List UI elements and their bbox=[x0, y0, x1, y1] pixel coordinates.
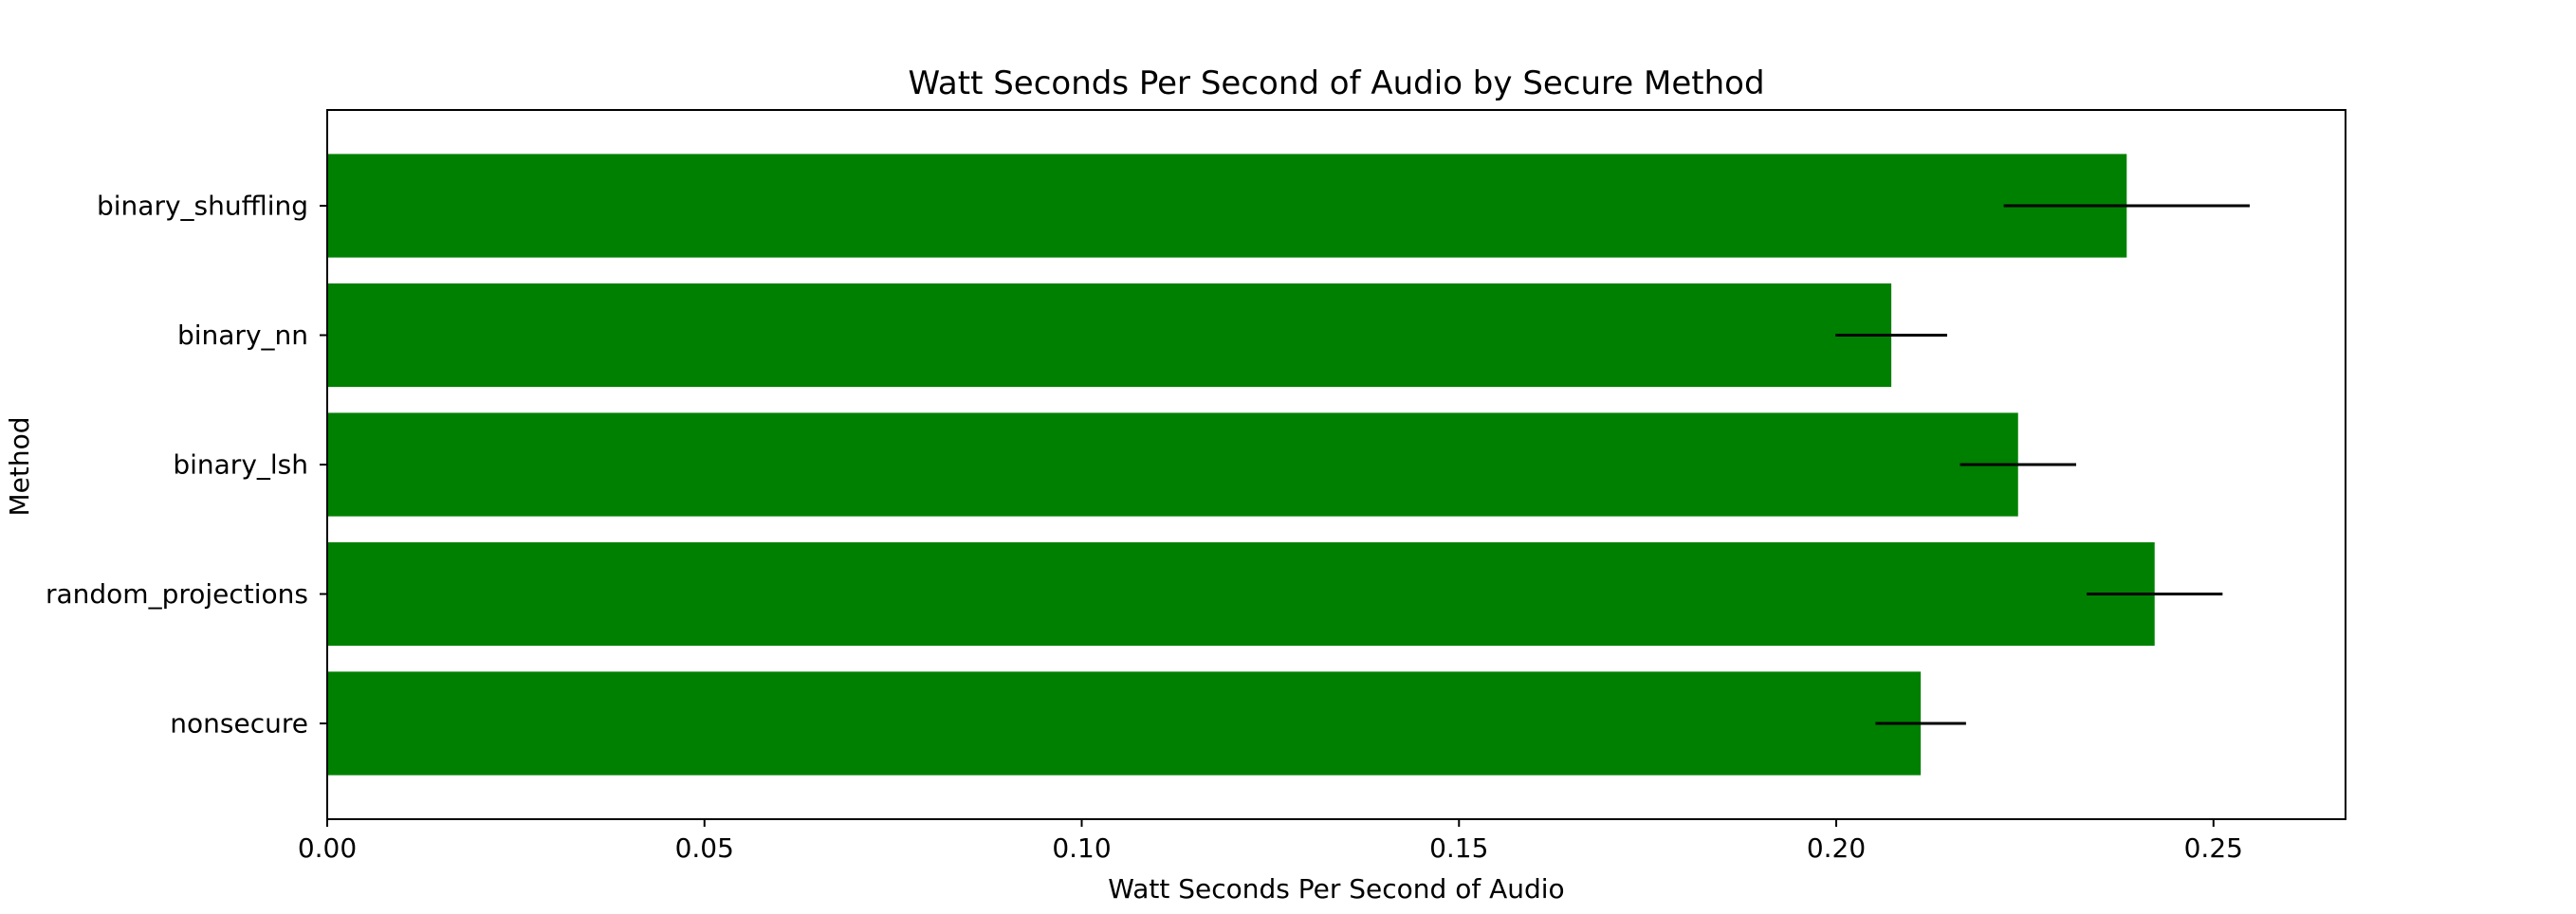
x-tick-label: 0.10 bbox=[1052, 832, 1111, 864]
bar-nonsecure bbox=[327, 671, 1922, 776]
error-bars-layer bbox=[1835, 204, 2250, 725]
x-tick-label: 0.25 bbox=[2184, 832, 2243, 864]
chart-title: Watt Seconds Per Second of Audio by Secu… bbox=[908, 64, 1764, 102]
x-tick-label: 0.20 bbox=[1807, 832, 1866, 864]
x-axis-label: Watt Seconds Per Second of Audio bbox=[1108, 873, 1564, 905]
x-tick-label: 0.15 bbox=[1429, 832, 1488, 864]
bars-layer bbox=[327, 154, 2155, 776]
x-tick-label: 0.00 bbox=[298, 832, 357, 864]
y-tick-label: binary_nn bbox=[177, 320, 308, 351]
y-tick-label: random_projections bbox=[46, 578, 308, 610]
y-tick-label: binary_lsh bbox=[173, 449, 308, 481]
y-axis: nonsecure random_projections binary_lsh bin… bbox=[46, 191, 327, 739]
y-tick-label: nonsecure bbox=[170, 707, 308, 739]
bar-binary_lsh bbox=[327, 412, 2018, 517]
bar-random_projections bbox=[327, 541, 2155, 647]
bar-binary_shuffling bbox=[327, 154, 2127, 258]
bar-binary_nn bbox=[327, 283, 1892, 388]
y-tick-label: binary_shuffling bbox=[97, 191, 308, 222]
y-axis-label: Method bbox=[4, 416, 35, 516]
x-tick-label: 0.05 bbox=[675, 832, 734, 864]
x-axis: 0.00 0.05 0.10 0.15 0.20 0.25 bbox=[298, 819, 2243, 864]
